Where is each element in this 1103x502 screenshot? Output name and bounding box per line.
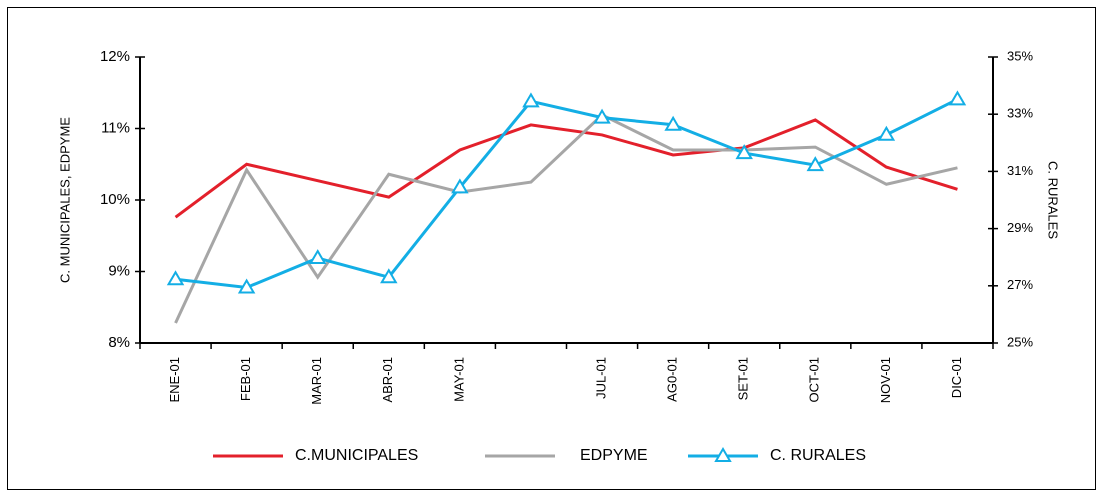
point-marker xyxy=(380,268,398,284)
x-tick-label: SET-01 xyxy=(736,357,751,400)
point-marker xyxy=(877,125,896,141)
x-tick-label: FEB-01 xyxy=(238,357,253,401)
point-marker xyxy=(806,156,825,172)
point-marker xyxy=(451,178,469,194)
point-marker xyxy=(308,249,327,265)
y2-tick-label: 25% xyxy=(1007,334,1033,349)
y-tick-label: 8% xyxy=(108,334,130,351)
x-tick-label: MAY-01 xyxy=(451,357,466,402)
x-tick-label: ABR-01 xyxy=(380,357,395,403)
legend-label: C. RURALES xyxy=(770,447,866,464)
point-marker xyxy=(735,144,753,160)
point-marker xyxy=(237,278,256,294)
x-tick-label: DIC-01 xyxy=(949,357,964,398)
point-marker xyxy=(522,92,540,108)
legend-label: C.MUNICIPALES xyxy=(295,447,418,464)
point-marker xyxy=(593,108,611,124)
x-tick-label: JUL-01 xyxy=(593,357,608,399)
frame xyxy=(7,7,1096,490)
y2-tick-label: 35% xyxy=(1007,48,1033,63)
series-line xyxy=(174,113,958,324)
y2-tick-label: 27% xyxy=(1007,277,1033,292)
x-tick-label: ENE-01 xyxy=(167,357,182,403)
x-tick-label: MAR-01 xyxy=(309,357,324,405)
series-line xyxy=(175,97,959,290)
y2-axis-title: C. RURALES xyxy=(1046,161,1061,239)
legend-marker xyxy=(714,447,732,462)
y-tick-label: 9% xyxy=(108,262,130,279)
y2-tick-label: 33% xyxy=(1007,106,1033,121)
point-marker xyxy=(948,90,967,106)
point-marker xyxy=(166,270,185,286)
x-tick-label: NOV-01 xyxy=(878,357,893,403)
y2-tick-label: 31% xyxy=(1007,163,1033,178)
y-tick-label: 12% xyxy=(100,48,130,65)
y2-tick-label: 29% xyxy=(1007,220,1033,235)
series-line xyxy=(174,118,958,219)
legend-label: EDPYME xyxy=(580,447,648,464)
x-tick-label: OCT-01 xyxy=(807,357,822,403)
y-axis-title: C. MUNICIPALES, EDPYME xyxy=(57,117,72,283)
y-tick-label: 11% xyxy=(101,119,130,136)
y-tick-label: 10% xyxy=(100,191,130,208)
point-marker xyxy=(664,115,682,131)
x-tick-label: AG0-01 xyxy=(665,357,680,402)
